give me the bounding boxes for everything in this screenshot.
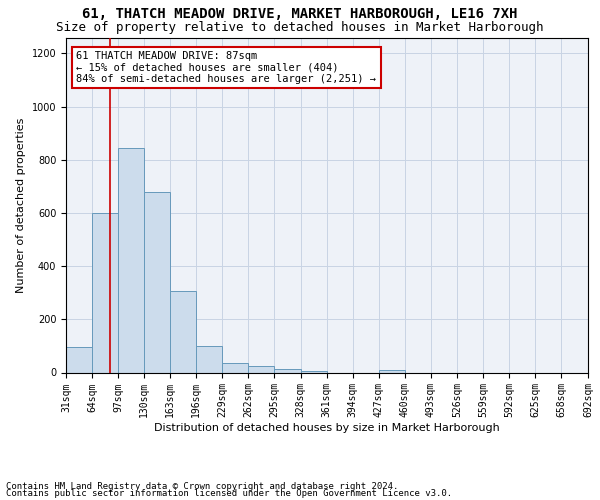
Bar [223,363,248,372]
Bar [170,292,196,372]
Text: Contains HM Land Registry data © Crown copyright and database right 2024.: Contains HM Land Registry data © Crown c… [6,482,398,491]
Bar [274,368,301,372]
Y-axis label: Number of detached properties: Number of detached properties [16,118,26,292]
Bar [66,347,92,372]
Text: 61, THATCH MEADOW DRIVE, MARKET HARBOROUGH, LE16 7XH: 61, THATCH MEADOW DRIVE, MARKET HARBOROU… [82,8,518,22]
Text: 61 THATCH MEADOW DRIVE: 87sqm
← 15% of detached houses are smaller (404)
84% of : 61 THATCH MEADOW DRIVE: 87sqm ← 15% of d… [76,51,376,84]
Bar [144,192,170,372]
Bar [248,366,274,372]
Bar [196,346,223,372]
Text: Size of property relative to detached houses in Market Harborough: Size of property relative to detached ho… [56,21,544,34]
X-axis label: Distribution of detached houses by size in Market Harborough: Distribution of detached houses by size … [154,423,500,433]
Bar [92,213,118,372]
Text: Contains public sector information licensed under the Open Government Licence v3: Contains public sector information licen… [6,490,452,498]
Bar [118,148,144,372]
Bar [301,371,326,372]
Bar [379,370,405,372]
